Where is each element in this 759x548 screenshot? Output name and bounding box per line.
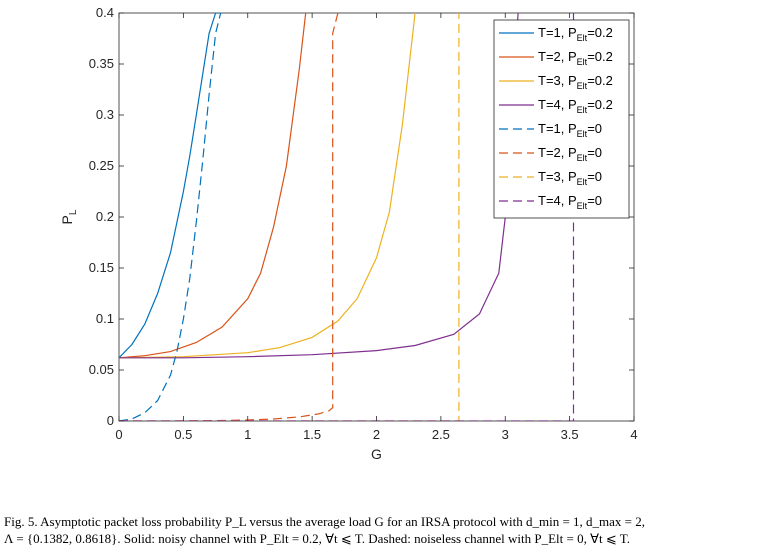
legend-entry-7: T=3, PElt=0 — [538, 169, 602, 187]
series-line-5 — [119, 13, 222, 421]
y-tick-label: 0 — [107, 413, 114, 428]
series-line-2 — [119, 13, 307, 359]
legend: T=1, PElt=0.2 T=2, PElt=0.2 T=3, PElt=0.2 T… — [493, 19, 630, 219]
legend-entry-3: T=3, PElt=0.2 — [538, 73, 613, 91]
x-tick-label: 1.5 — [303, 427, 321, 442]
y-axis-label-sub: L — [68, 209, 79, 215]
series-line-1 — [119, 13, 220, 359]
y-tick-label: 0.25 — [89, 158, 114, 173]
legend-entry-5: T=1, PElt=0 — [538, 121, 602, 139]
chart: 0 0.5 1 1.5 2 2.5 3 3.5 4 0 0.05 0.1 0.15 0.2 0.25 0.3 0… — [59, 5, 638, 462]
x-tick-label: 1 — [244, 427, 251, 442]
y-tick-label: 0.15 — [89, 260, 114, 275]
figure-caption: Fig. 5. Asymptotic packet loss probabili… — [4, 513, 756, 547]
series-layer — [119, 13, 575, 421]
y-tick-label: 0.3 — [96, 107, 114, 122]
legend-entry-4: T=4, PElt=0.2 — [538, 97, 613, 115]
y-axis-label-main: P — [59, 215, 75, 224]
ticks-layer: 0 0.5 1 1.5 2 2.5 3 3.5 4 0 0.05 0.1 0.15 0.2 0.25 0.3 0… — [89, 5, 638, 442]
x-tick-label: 2.5 — [432, 427, 450, 442]
legend-entry-2: T=2, PElt=0.2 — [538, 49, 613, 67]
x-tick-label: 3.5 — [561, 427, 579, 442]
legend-entry-8: T=4, PElt=0 — [538, 193, 602, 211]
y-tick-label: 0.1 — [96, 311, 114, 326]
x-tick-label: 3 — [502, 427, 509, 442]
caption-line-2: Λ = {0.1382, 0.8618}. Solid: noisy chann… — [4, 531, 630, 546]
series-line-3 — [119, 13, 416, 359]
x-tick-label: 2 — [373, 427, 380, 442]
y-tick-label: 0.4 — [96, 5, 114, 20]
y-axis-label: PL — [59, 209, 79, 224]
legend-box — [493, 19, 630, 219]
x-tick-label: 0 — [115, 427, 122, 442]
series-line-7 — [119, 13, 460, 421]
svg-text:PL: PL — [59, 209, 79, 224]
x-axis-label: G — [371, 446, 382, 462]
y-tick-label: 0.05 — [89, 362, 114, 377]
x-tick-label: 4 — [630, 427, 637, 442]
y-tick-label: 0.35 — [89, 56, 114, 71]
y-tick-label: 0.2 — [96, 209, 114, 224]
x-tick-label: 0.5 — [174, 427, 192, 442]
legend-entry-1: T=1, PElt=0.2 — [538, 25, 613, 43]
legend-entry-6: T=2, PElt=0 — [538, 145, 602, 163]
caption-line-1: Fig. 5. Asymptotic packet loss probabili… — [4, 514, 645, 529]
